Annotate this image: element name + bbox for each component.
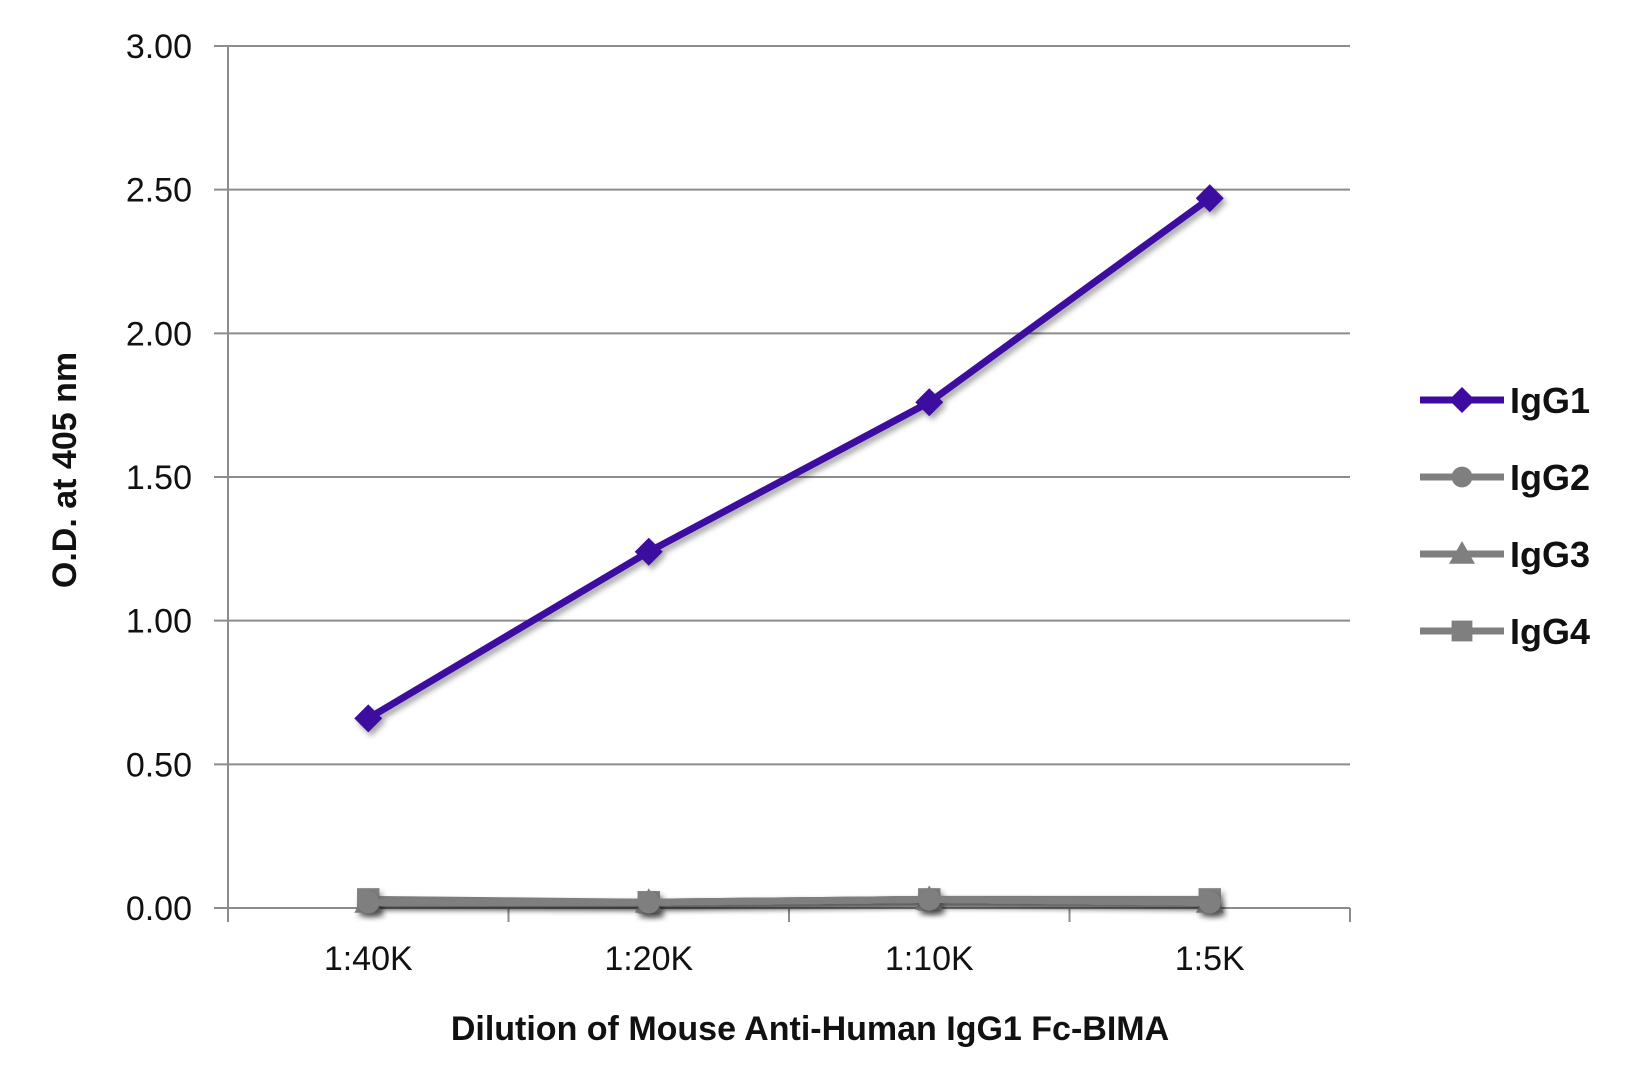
data-point-circle: [918, 888, 941, 911]
x-tick-label: 1:40K: [324, 940, 413, 978]
data-point-diamond: [915, 388, 944, 417]
legend-item-igg2: IgG2: [1420, 457, 1590, 498]
series-igg1: [354, 184, 1224, 733]
y-axis-title: O.D. at 405 nm: [46, 352, 84, 588]
x-tick-label: 1:5K: [1175, 940, 1245, 978]
series-igg2: [357, 888, 1221, 914]
gridlines: [214, 45, 1350, 909]
legend-marker-square: [1451, 620, 1473, 642]
data-point-diamond: [634, 537, 663, 566]
data-point-circle: [357, 891, 380, 914]
data-point-diamond: [354, 704, 383, 733]
y-tick-label: 0.00: [126, 890, 192, 928]
series-layer: [354, 184, 1224, 914]
legend-marker-circle: [1451, 466, 1473, 488]
y-tick-label: 2.00: [126, 315, 192, 353]
data-point-circle: [1198, 891, 1221, 914]
x-tick-label: 1:20K: [604, 940, 693, 978]
series-line: [368, 895, 1210, 906]
legend-item-igg1: IgG1: [1420, 380, 1590, 421]
y-tick-label: 2.50: [126, 172, 192, 210]
legend: IgG1 IgG2 IgG3 IgG4: [1420, 380, 1590, 652]
y-tick-label: 1.00: [126, 603, 192, 641]
legend-label: IgG1: [1510, 380, 1590, 421]
y-tick-label: 1.50: [126, 459, 192, 497]
data-point-circle: [637, 891, 660, 914]
axes: [227, 46, 1351, 922]
data-point-diamond: [1195, 184, 1224, 213]
y-tick-labels: 0.00 0.50 1.00 1.50 2.00 2.50 3.00: [126, 28, 192, 928]
legend-item-igg3: IgG3: [1420, 534, 1590, 575]
x-tick-label: 1:10K: [885, 940, 974, 978]
x-axis-title: Dilution of Mouse Anti-Human IgG1 Fc-BIM…: [451, 1010, 1169, 1048]
series-line: [366, 195, 1212, 722]
y-tick-label: 0.50: [126, 746, 192, 784]
x-tick-labels: 1:40K 1:20K 1:10K 1:5K: [324, 940, 1245, 978]
legend-item-igg4: IgG4: [1420, 611, 1590, 652]
legend-marker-diamond: [1449, 387, 1475, 413]
legend-label: IgG3: [1510, 534, 1590, 575]
y-tick-label: 3.00: [126, 28, 192, 66]
legend-label: IgG2: [1510, 457, 1590, 498]
legend-marker-triangle: [1449, 541, 1475, 564]
legend-label: IgG4: [1510, 611, 1590, 652]
